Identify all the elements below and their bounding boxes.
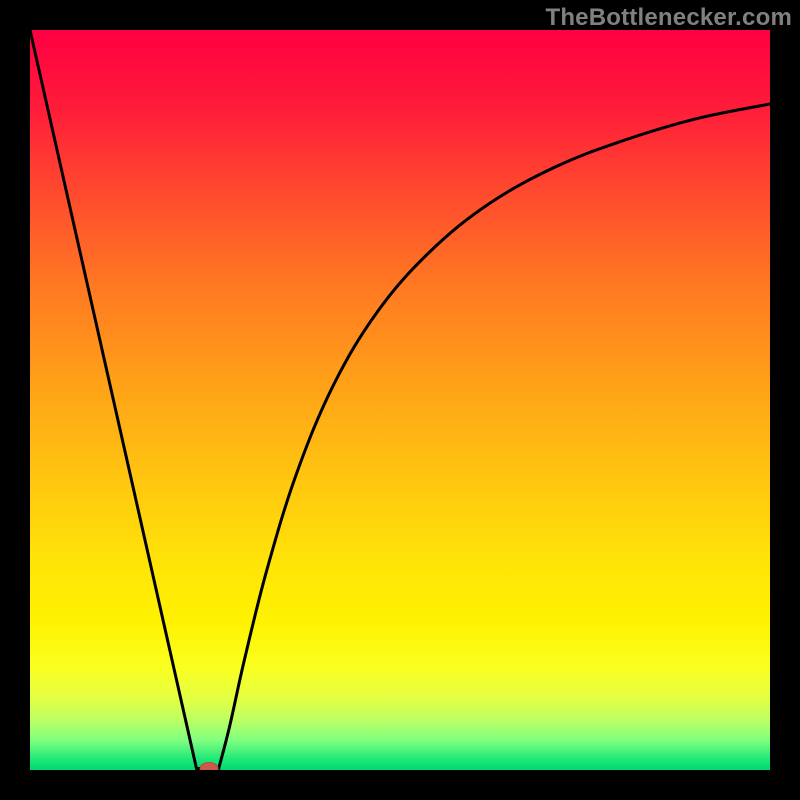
watermark-label: TheBottlenecker.com — [545, 4, 792, 32]
bottleneck-curve-chart — [0, 0, 800, 800]
chart-stage: TheBottlenecker.com — [0, 0, 800, 800]
plot-background — [30, 30, 770, 770]
